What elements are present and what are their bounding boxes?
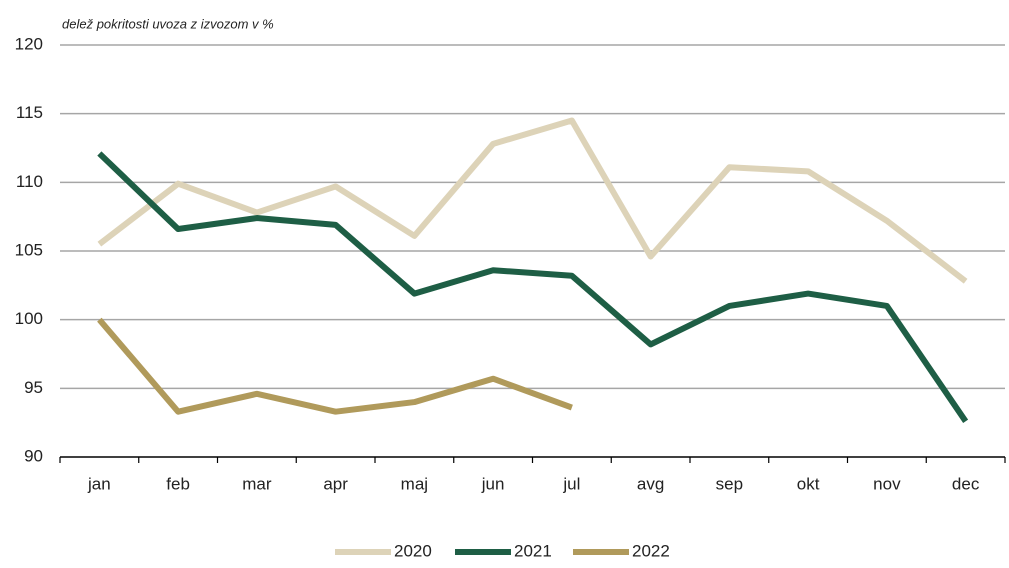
y-axis-label: delež pokritosti uvoza z izvozom v % <box>62 16 274 31</box>
x-tick-label: maj <box>401 474 428 493</box>
x-tick-label: sep <box>716 474 743 493</box>
series-line <box>97 117 968 284</box>
y-tick-label: 100 <box>15 309 43 328</box>
legend-label: 2022 <box>632 541 670 560</box>
x-tick-label: mar <box>242 474 272 493</box>
legend-label: 2021 <box>514 541 552 560</box>
x-tick-label: avg <box>637 474 664 493</box>
legend-label: 2020 <box>394 541 432 560</box>
series-line <box>97 151 969 423</box>
y-tick-label: 120 <box>15 34 43 53</box>
y-tick-label: 90 <box>24 446 43 465</box>
x-tick-label: okt <box>797 474 820 493</box>
y-tick-label: 110 <box>16 172 43 191</box>
x-tick-label: apr <box>323 474 348 493</box>
y-tick-label: 105 <box>15 240 43 259</box>
x-tick-label: feb <box>166 474 190 493</box>
y-tick-label: 115 <box>16 103 43 122</box>
x-tick-label: nov <box>873 474 901 493</box>
x-tick-label: jun <box>481 474 505 493</box>
series-line <box>97 317 573 415</box>
x-tick-label: dec <box>952 474 980 493</box>
x-tick-label: jan <box>87 474 111 493</box>
x-tick-label: jul <box>562 474 580 493</box>
y-tick-label: 95 <box>24 378 43 397</box>
